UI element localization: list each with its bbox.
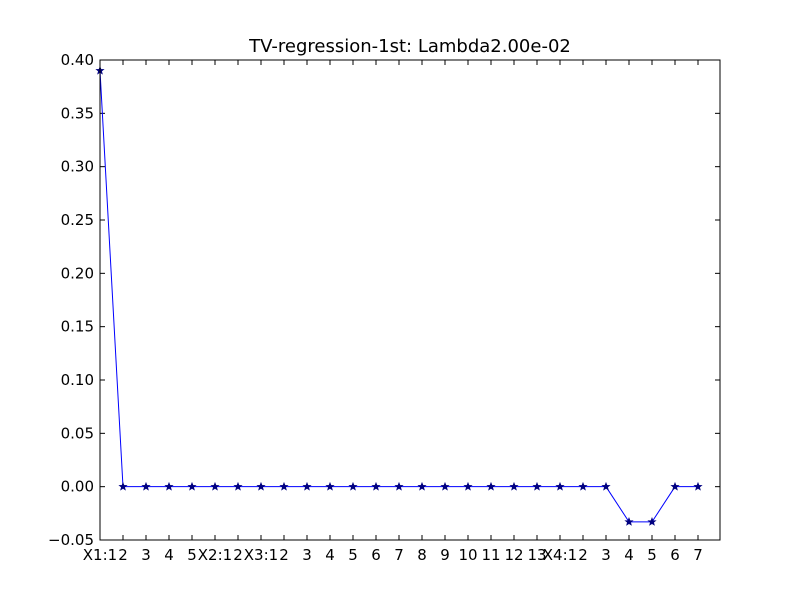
data-point [187, 481, 197, 491]
y-axis: −0.05 0.00 0.05 0.10 0.15 0.20 0.25 0.30 0.35 0.4… [48, 51, 720, 549]
data-point [693, 481, 703, 491]
y-tick-label: 0.25 [61, 211, 94, 229]
data-point [302, 481, 312, 491]
chart-title: TV-regression-1st: Lambda2.00e-02 [248, 36, 571, 57]
data-point [141, 481, 151, 491]
x-tick-label: 4 [164, 546, 174, 564]
y-tick-label: 0.40 [61, 51, 94, 69]
x-tick-label: 11 [481, 546, 500, 564]
data-point [555, 481, 565, 491]
data-point [601, 481, 611, 491]
data-point [578, 481, 588, 491]
data-point [371, 481, 381, 491]
y-tick-label: −0.05 [48, 531, 94, 549]
x-tick-label: 7 [693, 546, 703, 564]
x-tick-label: 5 [187, 546, 197, 564]
x-tick-label: 2 [233, 546, 243, 564]
x-tick-label: 9 [440, 546, 450, 564]
x-tick-label: X3:1 [244, 546, 278, 564]
data-point [532, 481, 542, 491]
x-tick-label: 12 [504, 546, 523, 564]
data-point [118, 481, 128, 491]
y-tick-label: 0.00 [61, 478, 94, 496]
data-point [624, 517, 634, 526]
data-point [440, 481, 450, 491]
series-layer [95, 65, 703, 526]
x-tick-label: 3 [302, 546, 312, 564]
x-tick-label: X2:1 [198, 546, 232, 564]
x-tick-label: 6 [371, 546, 381, 564]
y-tick-label: 0.15 [61, 318, 94, 336]
data-point [463, 481, 473, 491]
x-tick-label: 8 [417, 546, 427, 564]
x-tick-label: 2 [118, 546, 128, 564]
data-point [509, 481, 519, 491]
data-point [647, 517, 657, 526]
x-tick-label: 7 [394, 546, 404, 564]
x-tick-label: 4 [624, 546, 634, 564]
data-point [417, 481, 427, 491]
data-point [325, 481, 335, 491]
data-point [394, 481, 404, 491]
x-tick-label: 13 [527, 546, 546, 564]
data-point [164, 481, 174, 491]
x-tick-label: 5 [647, 546, 657, 564]
x-tick-label: 10 [458, 546, 477, 564]
y-tick-label: 0.35 [61, 104, 94, 122]
x-tick-label: 3 [141, 546, 151, 564]
x-tick-label: 4 [325, 546, 335, 564]
x-tick-label: 2 [578, 546, 588, 564]
series-line [99, 70, 698, 523]
plot-frame [99, 59, 721, 541]
x-tick-label: 6 [670, 546, 680, 564]
x-tick-label: 2 [279, 546, 289, 564]
data-point [486, 481, 496, 491]
data-point [348, 481, 358, 491]
y-tick-label: 0.10 [61, 371, 94, 389]
y-tick-label: 0.20 [61, 264, 94, 282]
x-tick-label: X4:1 [543, 546, 577, 564]
x-tick-label: 5 [348, 546, 358, 564]
data-point [233, 481, 243, 491]
y-tick-label: 0.05 [61, 424, 94, 442]
data-point [210, 481, 220, 491]
x-tick-label: X1:1 [83, 546, 117, 564]
data-point [670, 481, 680, 491]
x-tick-label: 3 [601, 546, 611, 564]
y-tick-label: 0.30 [61, 158, 94, 176]
data-point [256, 481, 266, 491]
data-point [279, 481, 289, 491]
